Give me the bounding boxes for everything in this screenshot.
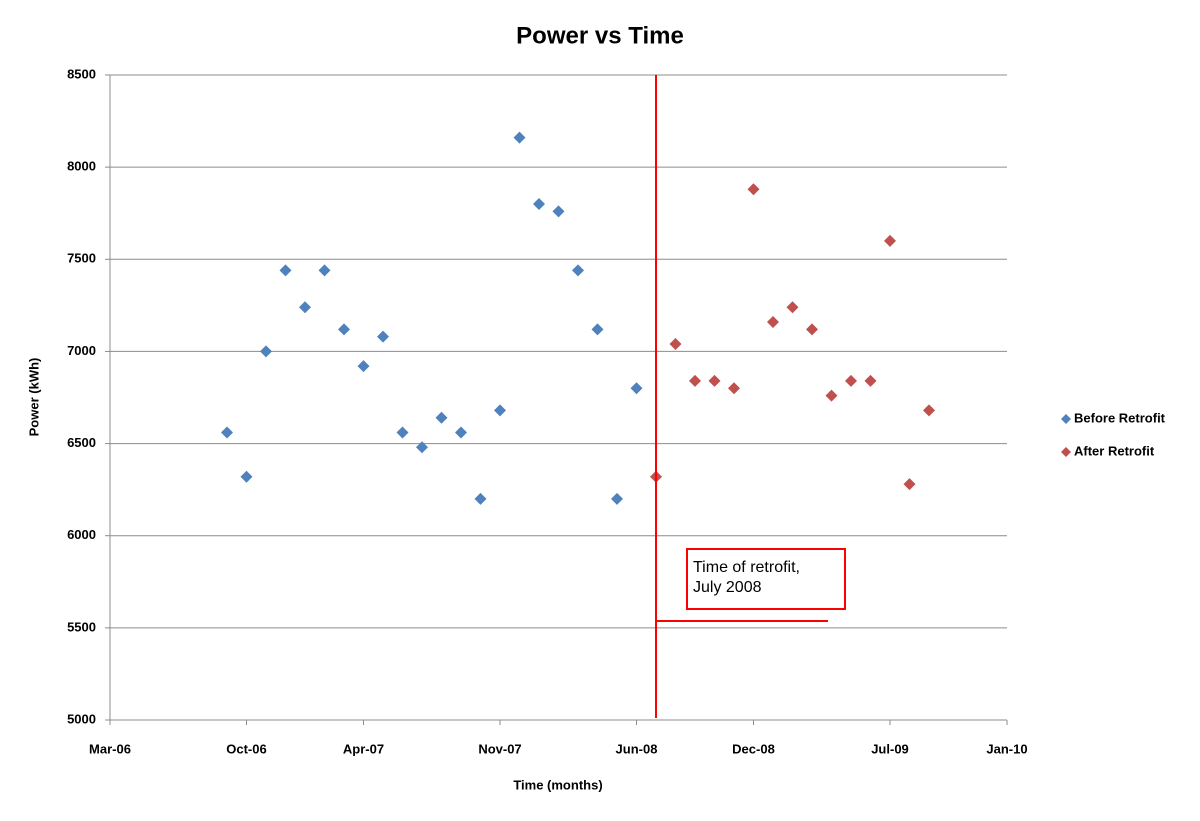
y-tick-label: 7000 <box>67 343 96 358</box>
point <box>903 478 916 491</box>
annotation-text: July 2008 <box>693 579 762 596</box>
y-tick-label: 7500 <box>67 251 96 266</box>
point <box>689 374 701 387</box>
point <box>630 382 643 395</box>
point <box>611 492 623 505</box>
point <box>435 411 448 424</box>
point <box>591 323 604 336</box>
point <box>357 360 370 373</box>
legend-marker <box>1061 447 1071 457</box>
point <box>455 426 467 439</box>
point <box>923 404 935 417</box>
chart-title: Power vs Time <box>516 22 684 49</box>
y-tick-label: 6000 <box>67 527 96 542</box>
legend-marker <box>1061 414 1071 424</box>
point <box>299 301 311 314</box>
point <box>747 183 760 196</box>
x-tick-label: Oct-06 <box>226 741 266 756</box>
y-tick-label: 6500 <box>67 435 96 450</box>
annotation-box <box>686 548 846 610</box>
point <box>416 441 428 454</box>
point <box>494 404 506 417</box>
point <box>240 470 253 483</box>
point <box>572 264 584 277</box>
point <box>260 345 272 358</box>
x-tick-label: Jul-09 <box>871 741 909 756</box>
y-tick-label: 8500 <box>67 66 96 81</box>
legend-label: Before Retrofit <box>1074 410 1166 425</box>
x-axis-label: Time (months) <box>513 777 602 792</box>
point <box>279 264 292 277</box>
x-tick-label: Nov-07 <box>478 741 521 756</box>
y-tick-label: 5500 <box>67 619 96 634</box>
x-tick-label: Mar-06 <box>89 741 131 756</box>
point <box>669 338 682 351</box>
point <box>552 205 565 218</box>
point <box>806 323 818 336</box>
point <box>377 330 389 343</box>
y-axis-label: Power (kWh) <box>26 358 41 437</box>
y-tick-label: 5000 <box>67 711 96 726</box>
point <box>845 374 857 387</box>
legend-label: After Retrofit <box>1074 443 1155 458</box>
x-tick-label: Apr-07 <box>343 741 384 756</box>
point <box>884 234 896 247</box>
point <box>708 374 721 387</box>
point <box>396 426 409 439</box>
x-tick-label: Dec-08 <box>732 741 775 756</box>
y-tick-label: 8000 <box>67 159 96 174</box>
point <box>533 198 545 210</box>
point <box>728 382 740 395</box>
point <box>786 301 799 314</box>
point <box>474 492 487 505</box>
point <box>767 315 779 328</box>
x-tick-label: Jan-10 <box>986 741 1027 756</box>
point <box>221 426 233 439</box>
point <box>825 389 838 402</box>
point <box>513 131 526 144</box>
x-tick-label: Jun-08 <box>616 741 658 756</box>
point <box>318 264 331 277</box>
annotation-text: Time of retrofit, <box>693 559 800 576</box>
point <box>338 323 350 336</box>
point <box>864 374 877 387</box>
